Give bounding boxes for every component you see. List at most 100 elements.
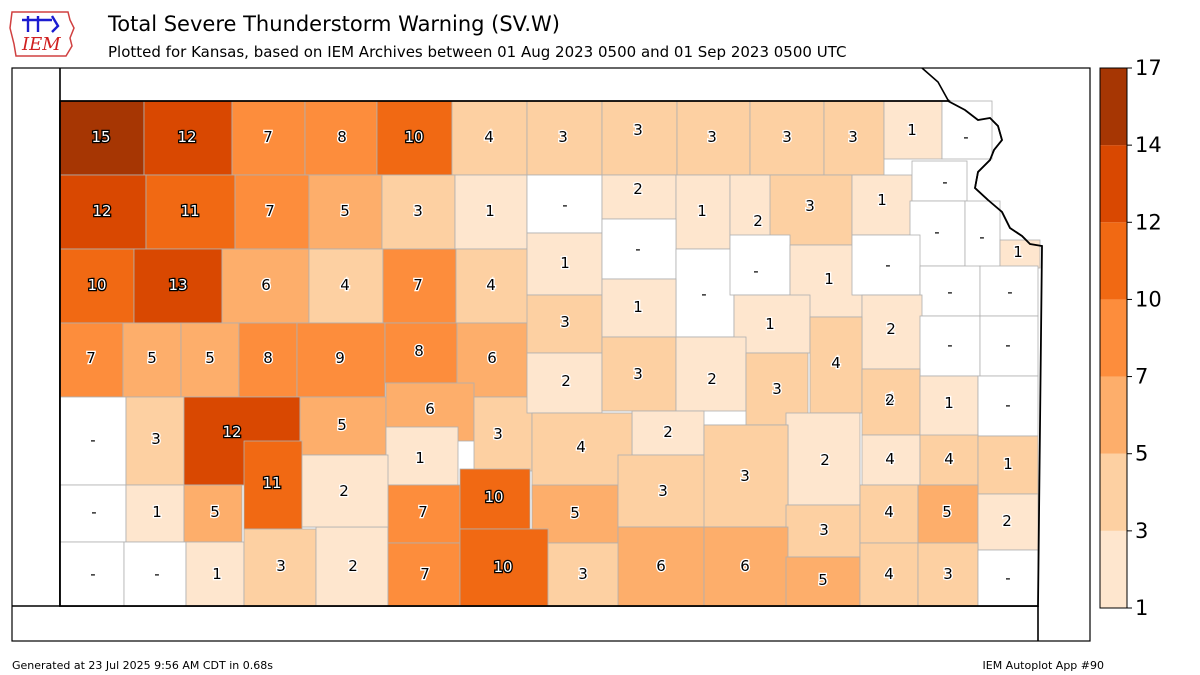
county-shape <box>473 396 533 472</box>
county-shape <box>883 100 943 160</box>
county-count-label: 3 <box>819 521 829 539</box>
colorbar-bin <box>1100 530 1127 608</box>
colorbar-bin <box>1100 222 1127 300</box>
colorbar-ticks: 1 3 5 7 10 12 14 17 <box>1127 56 1162 620</box>
county-count-label: 11 <box>180 202 199 220</box>
county-count-label: 2 <box>753 212 763 230</box>
county-shape <box>675 174 731 250</box>
county-shape <box>526 294 603 354</box>
county-count-label: 5 <box>210 503 220 521</box>
county-shape <box>851 234 921 296</box>
county-shape <box>238 322 298 398</box>
county-count-label: 15 <box>91 128 110 146</box>
county-count-label: 3 <box>707 128 717 146</box>
county-count-label: 5 <box>147 349 157 367</box>
county-shape <box>221 248 310 324</box>
county-shape <box>979 265 1039 317</box>
county-shape <box>703 424 789 528</box>
county-count-label: 3 <box>805 197 815 215</box>
colorbar-bin <box>1100 299 1127 377</box>
county-shape <box>601 174 677 220</box>
county-shape <box>387 542 461 607</box>
county-count-label: 9 <box>335 349 345 367</box>
logo-text: IEM <box>21 34 61 55</box>
colorbar-tick-label: 17 <box>1135 56 1162 80</box>
county-count-label: 4 <box>884 503 894 521</box>
county-count-label: 5 <box>942 503 952 521</box>
county-count-label: 1 <box>1013 243 1023 261</box>
county-count-label: - <box>154 565 159 583</box>
colorbar-bin <box>1100 453 1127 531</box>
county-count-label: - <box>979 228 984 246</box>
county-shape <box>851 174 913 236</box>
county-count-label: 10 <box>493 558 512 576</box>
county-count-label: 3 <box>848 128 858 146</box>
county-count-label: 5 <box>570 504 580 522</box>
county-shape <box>301 454 389 528</box>
county-count-label: 7 <box>86 349 96 367</box>
county-count-label: 1 <box>824 270 834 288</box>
county-count-label: 3 <box>782 128 792 146</box>
county-count-label: 4 <box>884 565 894 583</box>
county-count-label: - <box>885 256 890 274</box>
colorbar-frame <box>1099 67 1128 609</box>
county-count-label: 3 <box>413 202 423 220</box>
county-count-label: 2 <box>339 482 349 500</box>
county-count-label: 12 <box>92 202 111 220</box>
county-shape <box>526 352 603 414</box>
county-shape <box>729 234 791 296</box>
county-count-label: 2 <box>820 451 830 469</box>
county-count-label: 4 <box>944 450 954 468</box>
county-count-label: 1 <box>697 202 707 220</box>
county-count-label: - <box>701 285 706 303</box>
county-shape <box>385 426 459 486</box>
county-count-label: - <box>947 283 952 301</box>
colorbar-tick-label: 5 <box>1135 442 1148 466</box>
county-count-label: 1 <box>944 394 954 412</box>
county-count-label: - <box>1005 336 1010 354</box>
county-shape <box>675 336 747 412</box>
county-count-label: - <box>942 173 947 191</box>
county-count-label: 3 <box>943 565 953 583</box>
county-count-label: 2 <box>707 370 717 388</box>
county-shape <box>526 232 603 296</box>
county-count-label: - <box>753 262 758 280</box>
county-count-label: 1 <box>485 202 495 220</box>
county-shape <box>675 248 735 338</box>
county-count-label: 7 <box>420 565 430 583</box>
county-shape <box>459 468 531 530</box>
county-count-label: 3 <box>493 425 503 443</box>
county-count-label: 4 <box>885 390 895 408</box>
county-count-label: 1 <box>877 191 887 209</box>
county-count-label: - <box>90 565 95 583</box>
county-count-label: 4 <box>486 276 496 294</box>
county-count-label: 12 <box>177 128 196 146</box>
county-count-label: 4 <box>885 450 895 468</box>
county-count-label: - <box>947 336 952 354</box>
county-count-label: 1 <box>1003 455 1013 473</box>
county-shape <box>785 412 861 506</box>
county-shape <box>459 528 549 607</box>
county-shape <box>979 315 1039 377</box>
county-count-label: 3 <box>772 380 782 398</box>
county-count-label: - <box>562 196 567 214</box>
county-count-label: 1 <box>765 315 775 333</box>
county-count-label: 8 <box>263 349 273 367</box>
county-count-label: 1 <box>560 254 570 272</box>
county-count-label: 3 <box>658 482 668 500</box>
county-count-label: - <box>934 223 939 241</box>
county-shape <box>823 100 885 176</box>
county-count-label: 3 <box>633 121 643 139</box>
county-count-label: 10 <box>484 488 503 506</box>
county-count-label: 6 <box>740 557 750 575</box>
county-shape <box>617 526 705 607</box>
county-count-label: 10 <box>404 128 423 146</box>
colorbar-tick-label: 3 <box>1135 519 1148 543</box>
county-shape <box>384 322 458 384</box>
county-count-label: - <box>90 431 95 449</box>
county-shape <box>977 549 1039 607</box>
county-count-label: 7 <box>263 128 273 146</box>
colorbar-bins <box>1100 68 1127 608</box>
county-count-label: 5 <box>337 416 347 434</box>
